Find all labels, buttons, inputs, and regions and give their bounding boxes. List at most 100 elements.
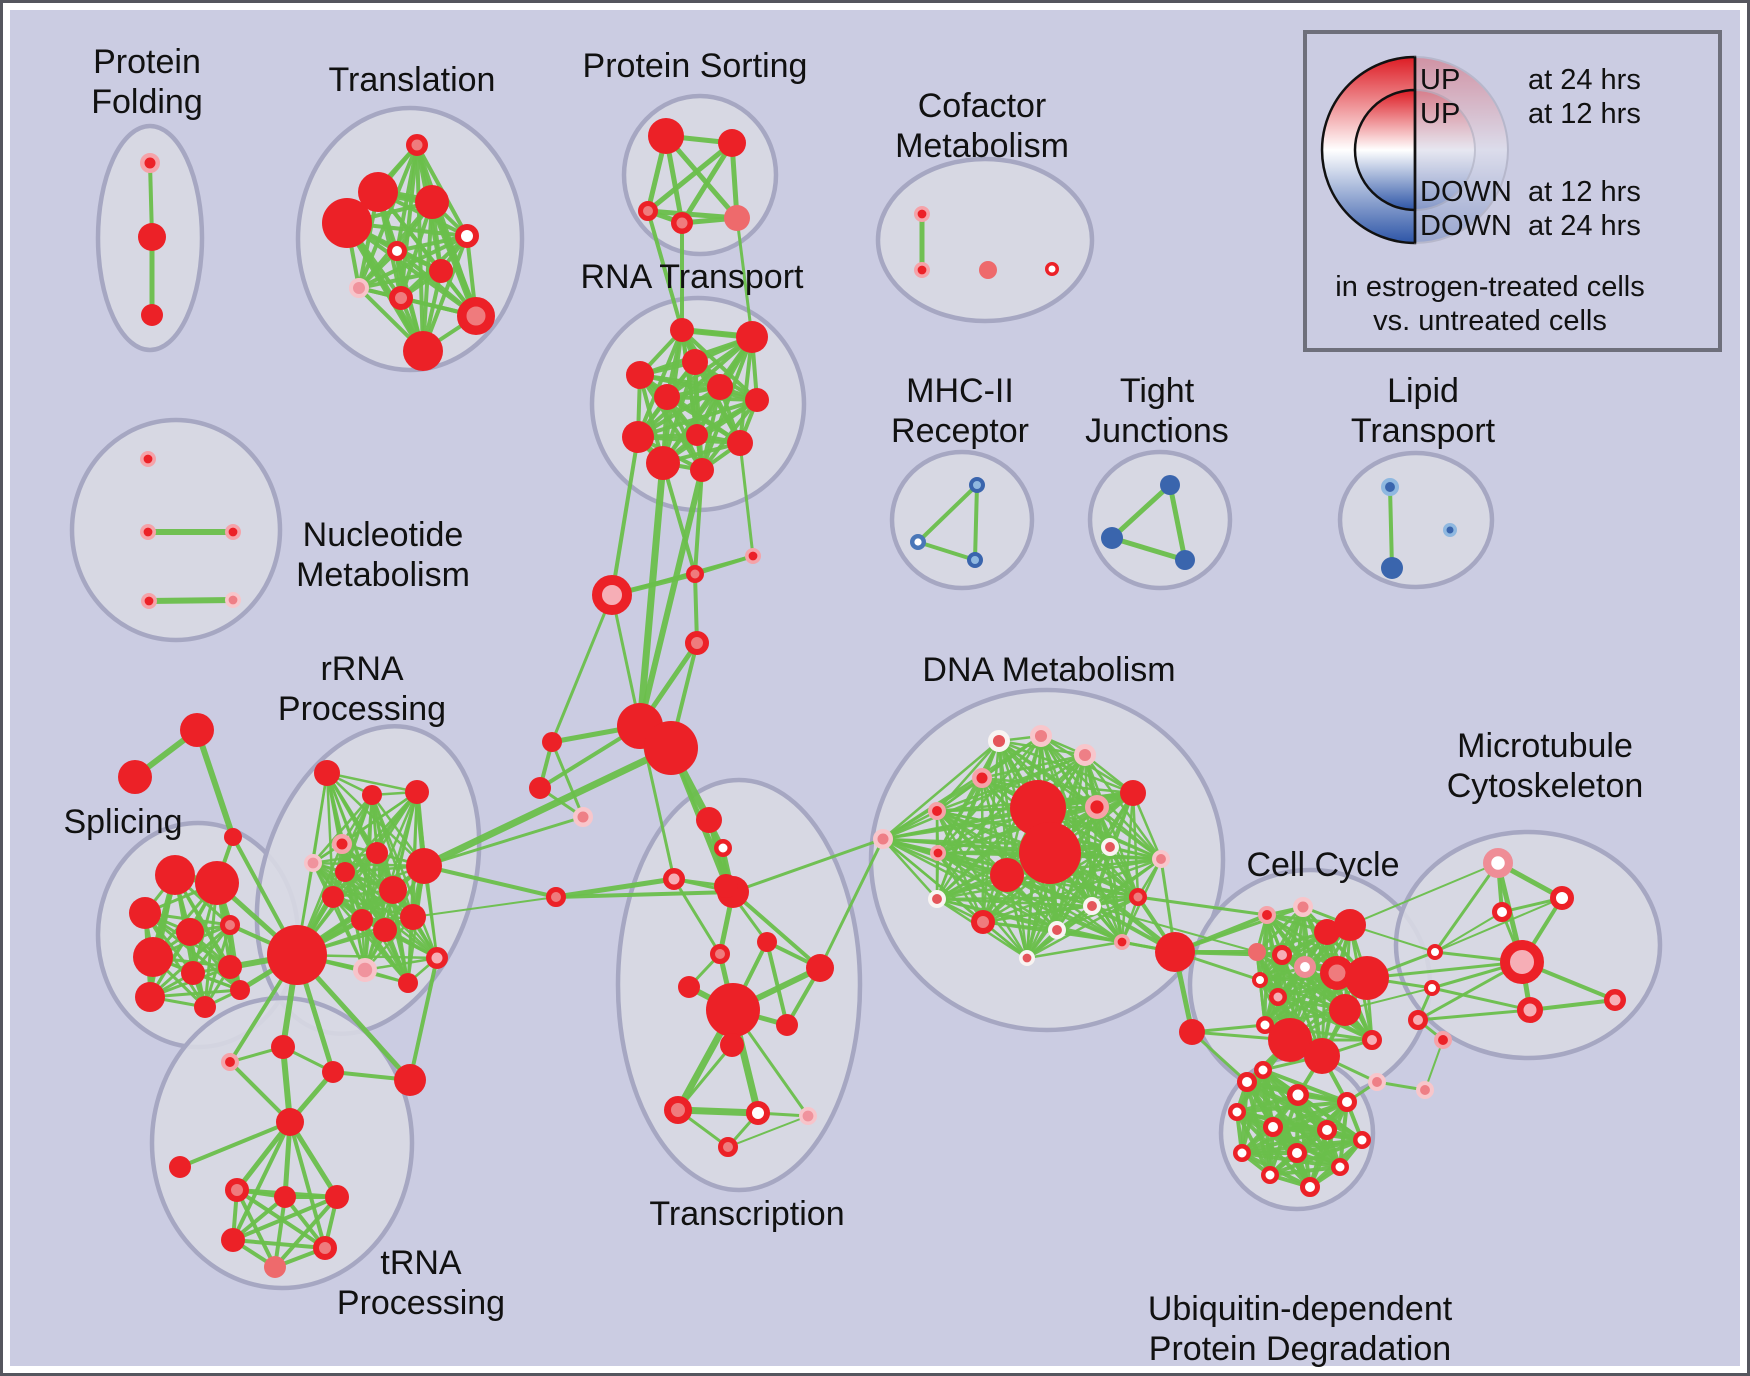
node-ubiquitin-degradation-1: [1237, 1072, 1257, 1092]
edge: [357, 269, 443, 290]
node-translation-9: [457, 297, 495, 335]
node-rrna-processing-15: [426, 947, 448, 969]
cluster-bubble-cofactor-metabolism: [875, 156, 1095, 324]
node-transcription-0: [696, 807, 722, 833]
node-transcription-16: [714, 874, 738, 898]
node-lipid-transport-0: [1381, 477, 1400, 496]
node-tight-junctions-0: [1160, 475, 1180, 495]
node-dna-metabolism-13: [1152, 850, 1171, 869]
edge: [765, 940, 789, 1027]
node-dna-metabolism-5: [873, 829, 893, 849]
node-trna-processing-4: [325, 1185, 349, 1209]
edge: [1528, 998, 1617, 1012]
node-rrna-processing-0: [314, 760, 340, 786]
node-dna-metabolism-1: [1029, 724, 1052, 747]
edge: [273, 1195, 287, 1269]
edge: [311, 861, 439, 960]
edge: [231, 1238, 327, 1250]
node-central-hub-8: [573, 807, 593, 827]
cluster-label-splicing: Splicing: [63, 803, 182, 841]
node-transcription-14: [798, 1107, 817, 1126]
edge: [735, 216, 754, 339]
edge: [421, 234, 469, 353]
cluster-label-translation: Translation: [329, 61, 496, 99]
node-cell-cycle-14: [1329, 994, 1361, 1026]
node-dna-metabolism-16: [1048, 921, 1067, 940]
node-rrna-processing-8: [379, 876, 407, 904]
edge: [1365, 960, 1524, 980]
edge: [646, 209, 684, 332]
node-transcription-8: [806, 954, 834, 982]
edge: [1388, 485, 1394, 570]
cluster-label-tight-junctions: Tight: [1120, 372, 1195, 410]
cluster-label-trna-processing: tRNA: [380, 1244, 462, 1282]
node-cofactor-metabolism-2: [979, 261, 997, 279]
node-dna-metabolism-2: [1073, 743, 1096, 766]
node-microtubule-cytoskeleton-0: [1483, 848, 1513, 878]
node-splicing-3: [176, 918, 204, 946]
node-trna-processing-9: [271, 1035, 295, 1059]
edge: [665, 395, 759, 402]
node-rna-transport-11: [690, 458, 714, 482]
edge: [881, 809, 939, 841]
node-ubiquitin-degradation-10: [1331, 1158, 1349, 1176]
edge: [981, 857, 1163, 924]
node-trna-processing-10: [322, 1061, 344, 1083]
node-transcription-10: [776, 1014, 798, 1036]
node-rrna-processing-13: [352, 958, 377, 983]
node-transcription-5: [710, 944, 730, 964]
node-transcription-7: [678, 976, 700, 998]
legend-down-24-time: at 24 hrs: [1528, 210, 1641, 242]
edge: [935, 776, 984, 901]
legend-down-12-label: DOWN: [1420, 176, 1512, 208]
node-nucleotide-metabolism-1: [140, 523, 157, 540]
edge: [636, 459, 667, 730]
node-rna-transport-1: [736, 321, 768, 353]
node-translation-1: [358, 172, 398, 212]
node-cell-cycle-5: [1272, 945, 1292, 965]
node-ubiquitin-degradation-11: [1261, 1166, 1279, 1184]
edge: [422, 815, 585, 868]
legend-up-12-label: UP: [1420, 98, 1460, 130]
edge: [146, 597, 236, 604]
node-rrna-processing-2: [405, 780, 429, 804]
node-lipid-transport-1: [1381, 557, 1403, 579]
edge: [273, 1195, 339, 1269]
node-nucleotide-metabolism-4: [225, 591, 242, 608]
node-rna-transport-4: [707, 374, 733, 400]
node-trna-processing-3: [274, 1186, 296, 1208]
edge: [645, 140, 735, 214]
node-trna-processing-6: [313, 1236, 337, 1260]
cluster-label-nucleotide-metabolism: Metabolism: [296, 556, 470, 594]
cluster-label-microtubule-cytoskeleton: Cytoskeleton: [1447, 767, 1644, 805]
legend-up-24-label: UP: [1420, 64, 1460, 96]
node-central-hub-1: [686, 565, 704, 583]
edge: [973, 483, 979, 562]
node-mhc-ii-receptor-0: [969, 477, 985, 493]
node-trna-processing-1: [169, 1156, 191, 1178]
legend-box: [1303, 30, 1722, 352]
edge: [1025, 940, 1124, 960]
cluster-bubble-lipid-transport: [1337, 450, 1495, 590]
node-nucleotide-metabolism-2: [225, 523, 242, 540]
node-ubiquitin-degradation-3: [1337, 1092, 1357, 1112]
legend-up-24-time: at 24 hrs: [1528, 64, 1641, 96]
node-splicing-9: [194, 996, 216, 1018]
node-cell-cycle-13: [1345, 956, 1389, 1000]
edge: [1108, 845, 1124, 944]
node-rrna-processing-7: [406, 848, 442, 884]
node-dna-metabolism-19: [1114, 933, 1131, 950]
cluster-label-cofactor-metabolism: Cofactor: [918, 87, 1047, 125]
edge: [1025, 805, 1099, 960]
cluster-label-ubiquitin-degradation: Protein Degradation: [1149, 1330, 1451, 1368]
node-ubiquitin-degradation-6: [1317, 1120, 1337, 1140]
node-splicing-2: [129, 897, 161, 929]
node-dna-metabolism-0: [987, 729, 1010, 752]
node-microtubule-cytoskeleton-5: [1424, 980, 1440, 996]
edge: [1268, 1165, 1342, 1177]
node-microtubule-cytoskeleton-6: [1408, 1010, 1428, 1030]
edge: [980, 776, 1135, 795]
node-dna-metabolism-6: [1120, 780, 1146, 806]
node-ubiquitin-degradation-4: [1228, 1103, 1246, 1121]
